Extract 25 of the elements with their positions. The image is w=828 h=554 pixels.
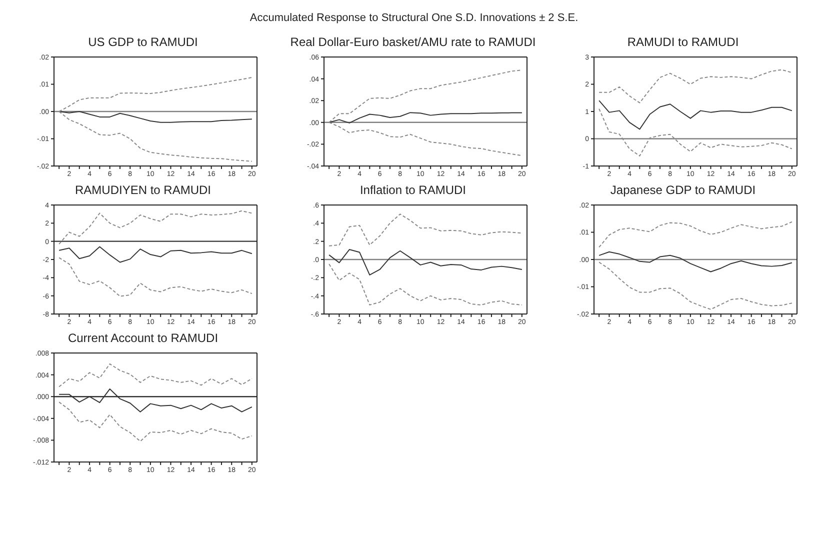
line-series xyxy=(598,69,792,104)
line-series xyxy=(598,251,792,272)
chart-title: US GDP to RAMUDI xyxy=(88,34,198,50)
line-series xyxy=(598,221,792,248)
line-series xyxy=(58,210,252,245)
line-series xyxy=(58,363,252,388)
chart-title: RAMUDIYEN to RAMUDI xyxy=(74,182,211,198)
line-series xyxy=(58,111,252,123)
chart-title: Real Dollar-Euro basket/AMU rate to RAMUDI xyxy=(290,34,536,50)
chart-title: Inflation to RAMUDI xyxy=(360,182,466,198)
line-series xyxy=(328,264,522,306)
line-series xyxy=(598,262,792,310)
line-series xyxy=(328,249,522,276)
line-series xyxy=(58,246,252,263)
line-series xyxy=(598,108,792,156)
line-series xyxy=(328,214,522,246)
line-series xyxy=(58,257,252,297)
text: Accumulated Response to Structural One S.D. Innovations ± 2 S.E. xyxy=(248,12,580,26)
line-series xyxy=(598,100,792,130)
chart-title: Current Account to RAMUDI xyxy=(68,330,218,346)
line-series xyxy=(58,402,252,442)
line-series xyxy=(328,112,522,124)
chart-title: RAMUDI to RAMUDI xyxy=(627,34,739,50)
line-series xyxy=(58,388,252,412)
chart-title: Japanese GDP to RAMUDI xyxy=(610,182,756,198)
